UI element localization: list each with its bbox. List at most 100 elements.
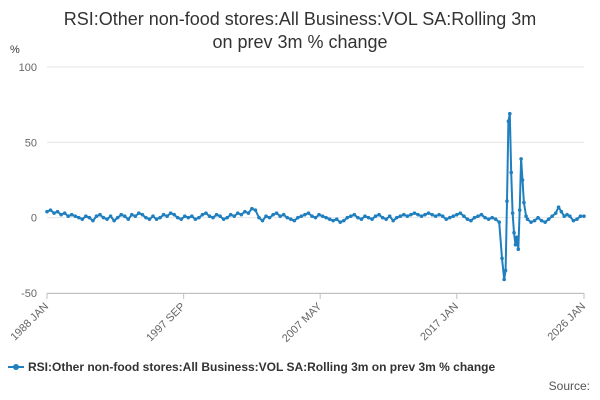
data-point[interactable] [373, 214, 378, 218]
data-point[interactable] [313, 215, 318, 220]
data-point[interactable] [543, 220, 547, 224]
data-point[interactable] [522, 200, 526, 205]
data-point[interactable] [317, 212, 321, 217]
data-point[interactable] [520, 178, 525, 182]
data-point[interactable] [267, 215, 272, 220]
data-point[interactable] [190, 214, 194, 218]
data-point[interactable] [115, 215, 120, 220]
data-point[interactable] [320, 214, 325, 218]
data-point[interactable] [505, 199, 509, 203]
data-point[interactable] [59, 212, 63, 217]
data-point[interactable] [490, 215, 494, 220]
data-point[interactable] [571, 218, 576, 223]
data-point[interactable] [465, 217, 470, 221]
data-point[interactable] [260, 218, 265, 223]
data-point[interactable] [133, 214, 138, 218]
data-point[interactable] [179, 217, 184, 221]
data-point[interactable] [430, 212, 434, 217]
data-point[interactable] [98, 212, 102, 217]
data-point[interactable] [338, 220, 343, 224]
data-point[interactable] [387, 214, 392, 218]
data-point[interactable] [562, 214, 567, 218]
data-point[interactable] [87, 215, 92, 220]
data-point[interactable] [122, 214, 127, 218]
data-point[interactable] [469, 218, 473, 223]
data-point[interactable] [416, 212, 420, 217]
data-point[interactable] [377, 212, 381, 217]
data-point[interactable] [370, 217, 374, 221]
data-point[interactable] [366, 215, 371, 220]
data-point[interactable] [154, 217, 159, 221]
data-point[interactable] [476, 214, 480, 218]
data-point[interactable] [281, 212, 286, 217]
data-point[interactable] [239, 212, 244, 217]
data-point[interactable] [451, 214, 456, 218]
data-point[interactable] [278, 214, 282, 218]
data-point[interactable] [341, 218, 346, 223]
data-point[interactable] [243, 209, 247, 214]
data-point[interactable] [288, 217, 293, 221]
data-point[interactable] [506, 119, 511, 124]
data-point[interactable] [513, 242, 518, 247]
data-point[interactable] [186, 215, 191, 220]
data-point[interactable] [536, 215, 540, 220]
data-point[interactable] [352, 212, 357, 217]
data-point[interactable] [52, 211, 56, 215]
data-point[interactable] [228, 212, 233, 217]
data-point[interactable] [151, 214, 155, 218]
data-point[interactable] [519, 157, 523, 161]
data-point[interactable] [508, 111, 512, 116]
data-point[interactable] [510, 211, 515, 215]
data-point[interactable] [363, 214, 367, 218]
data-point[interactable] [553, 211, 558, 215]
data-point[interactable] [221, 217, 226, 221]
data-point[interactable] [500, 256, 504, 261]
data-point[interactable] [129, 212, 134, 217]
data-point[interactable] [119, 212, 123, 217]
data-point[interactable] [529, 220, 533, 224]
data-point[interactable] [409, 212, 413, 217]
data-point[interactable] [182, 214, 187, 218]
data-point[interactable] [45, 209, 49, 214]
data-point[interactable] [447, 215, 452, 220]
data-point[interactable] [423, 212, 427, 217]
data-point[interactable] [94, 214, 99, 218]
data-point[interactable] [140, 212, 145, 217]
data-point[interactable] [565, 212, 569, 217]
data-point[interactable] [285, 215, 290, 220]
data-point[interactable] [524, 214, 528, 218]
data-point[interactable] [48, 208, 53, 212]
legend[interactable]: RSI:Other non-food stores:All Business:V… [8, 360, 598, 374]
data-point[interactable] [398, 214, 403, 218]
data-point[interactable] [539, 218, 544, 223]
data-point[interactable] [214, 212, 219, 217]
data-point[interactable] [76, 215, 81, 220]
data-point[interactable] [578, 214, 583, 218]
data-point[interactable] [69, 212, 74, 217]
data-point[interactable] [483, 215, 487, 220]
data-point[interactable] [306, 211, 311, 215]
data-point[interactable] [299, 214, 304, 218]
data-point[interactable] [168, 211, 173, 215]
data-point[interactable] [172, 212, 176, 217]
data-point[interactable] [264, 214, 268, 218]
data-point[interactable] [158, 215, 162, 220]
data-point[interactable] [391, 218, 396, 223]
data-point[interactable] [455, 212, 459, 217]
data-point[interactable] [444, 217, 449, 221]
data-point[interactable] [250, 206, 254, 211]
series-line-0[interactable] [46, 112, 584, 281]
data-point[interactable] [384, 217, 388, 221]
data-point[interactable] [515, 235, 519, 240]
data-point[interactable] [204, 211, 208, 215]
data-point[interactable] [525, 217, 530, 221]
data-point[interactable] [292, 218, 297, 223]
data-point[interactable] [582, 214, 586, 218]
data-point[interactable] [356, 215, 360, 220]
data-point[interactable] [359, 217, 364, 221]
data-point[interactable] [568, 214, 572, 218]
data-point[interactable] [334, 217, 339, 221]
data-point[interactable] [62, 211, 67, 215]
data-point[interactable] [517, 208, 522, 212]
data-point[interactable] [331, 218, 335, 223]
